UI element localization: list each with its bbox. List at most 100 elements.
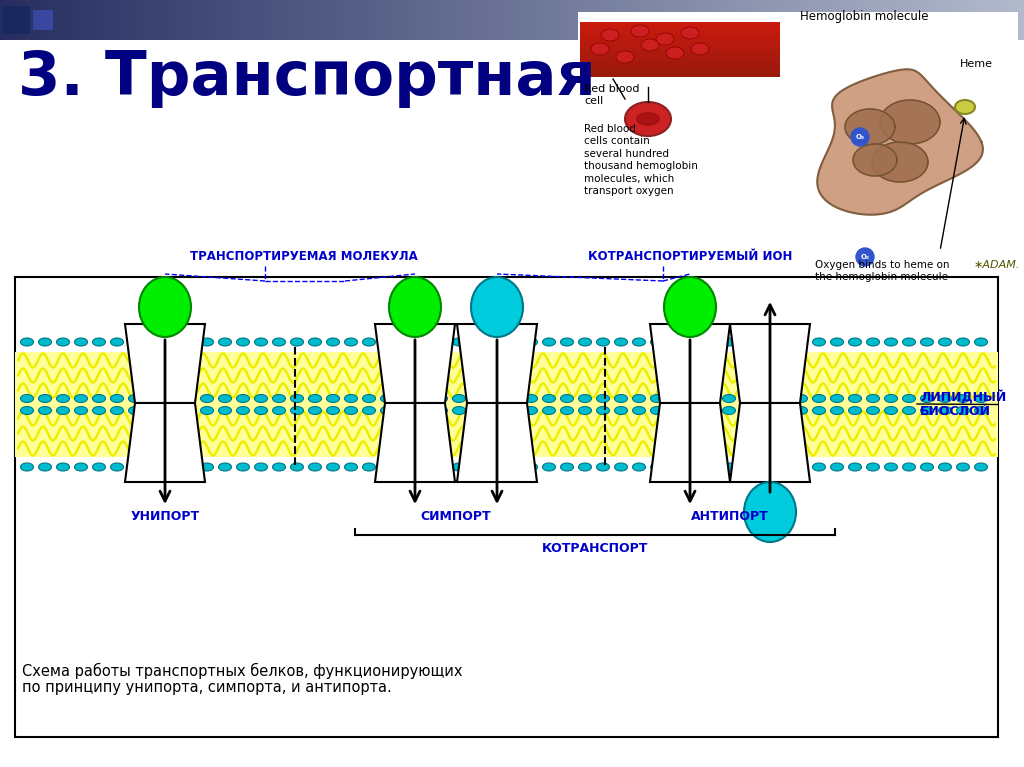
- Ellipse shape: [92, 338, 105, 346]
- Bar: [860, 0, 868, 40]
- Ellipse shape: [128, 338, 141, 346]
- Ellipse shape: [75, 407, 87, 414]
- Bar: [423, 0, 431, 40]
- Bar: [34, 0, 42, 40]
- Ellipse shape: [524, 463, 538, 471]
- Ellipse shape: [381, 394, 393, 403]
- Text: O₂: O₂: [855, 134, 864, 140]
- Bar: [819, 0, 827, 40]
- Ellipse shape: [201, 463, 213, 471]
- Ellipse shape: [291, 338, 303, 346]
- Bar: [123, 0, 131, 40]
- Ellipse shape: [434, 463, 447, 471]
- Circle shape: [856, 248, 874, 266]
- Bar: [430, 0, 438, 40]
- Bar: [321, 0, 329, 40]
- Bar: [580, 22, 780, 25]
- Bar: [833, 0, 841, 40]
- Bar: [806, 0, 813, 40]
- Bar: [580, 30, 780, 33]
- Ellipse shape: [75, 338, 87, 346]
- Ellipse shape: [128, 463, 141, 471]
- Bar: [580, 50, 780, 52]
- Bar: [328, 0, 336, 40]
- Ellipse shape: [381, 463, 393, 471]
- Polygon shape: [375, 324, 455, 403]
- Bar: [130, 0, 137, 40]
- Ellipse shape: [56, 407, 70, 414]
- Ellipse shape: [201, 338, 213, 346]
- Ellipse shape: [633, 463, 645, 471]
- Ellipse shape: [656, 33, 674, 45]
- Bar: [942, 0, 950, 40]
- Ellipse shape: [664, 277, 716, 337]
- Ellipse shape: [471, 277, 523, 337]
- Bar: [580, 71, 780, 74]
- Bar: [867, 0, 874, 40]
- Ellipse shape: [182, 394, 196, 403]
- Ellipse shape: [669, 394, 682, 403]
- Polygon shape: [457, 324, 537, 403]
- Bar: [376, 0, 383, 40]
- Ellipse shape: [597, 463, 609, 471]
- Ellipse shape: [182, 407, 196, 414]
- Ellipse shape: [616, 51, 634, 63]
- Ellipse shape: [560, 407, 573, 414]
- Bar: [881, 0, 889, 40]
- Ellipse shape: [543, 407, 555, 414]
- Ellipse shape: [560, 463, 573, 471]
- Ellipse shape: [614, 394, 628, 403]
- Bar: [996, 0, 1005, 40]
- Bar: [765, 0, 772, 40]
- Ellipse shape: [625, 102, 671, 136]
- Text: КОТРАНСПОРТ: КОТРАНСПОРТ: [542, 542, 648, 555]
- Bar: [580, 58, 780, 61]
- Ellipse shape: [543, 463, 555, 471]
- Polygon shape: [845, 109, 895, 145]
- Text: по принципу унипорта, симпорта, и антипорта.: по принципу унипорта, симпорта, и антипо…: [22, 680, 392, 695]
- Ellipse shape: [39, 394, 51, 403]
- Bar: [970, 0, 977, 40]
- Bar: [1017, 0, 1024, 40]
- Bar: [41, 0, 49, 40]
- Bar: [655, 0, 664, 40]
- Ellipse shape: [759, 407, 771, 414]
- Bar: [198, 0, 206, 40]
- Ellipse shape: [885, 463, 897, 471]
- Ellipse shape: [885, 407, 897, 414]
- Polygon shape: [817, 69, 983, 215]
- Bar: [402, 0, 411, 40]
- Bar: [540, 0, 547, 40]
- Ellipse shape: [453, 407, 466, 414]
- Ellipse shape: [507, 338, 519, 346]
- Ellipse shape: [398, 463, 412, 471]
- Bar: [601, 0, 608, 40]
- Bar: [607, 0, 615, 40]
- Bar: [580, 25, 780, 28]
- Ellipse shape: [956, 463, 970, 471]
- Bar: [218, 0, 226, 40]
- Ellipse shape: [631, 25, 649, 37]
- Bar: [177, 0, 185, 40]
- Bar: [580, 41, 780, 44]
- Ellipse shape: [597, 407, 609, 414]
- Ellipse shape: [272, 394, 286, 403]
- Ellipse shape: [417, 407, 429, 414]
- Bar: [778, 0, 786, 40]
- Ellipse shape: [218, 463, 231, 471]
- Text: O₂: O₂: [860, 254, 869, 260]
- Ellipse shape: [272, 407, 286, 414]
- Bar: [232, 0, 240, 40]
- Ellipse shape: [344, 338, 357, 346]
- Ellipse shape: [633, 338, 645, 346]
- Text: Red blood
cell: Red blood cell: [584, 84, 640, 106]
- Bar: [225, 0, 233, 40]
- Bar: [205, 0, 213, 40]
- Ellipse shape: [686, 463, 699, 471]
- Bar: [348, 0, 356, 40]
- Bar: [914, 0, 923, 40]
- Bar: [888, 0, 895, 40]
- Ellipse shape: [975, 463, 987, 471]
- Bar: [437, 0, 444, 40]
- Ellipse shape: [866, 338, 880, 346]
